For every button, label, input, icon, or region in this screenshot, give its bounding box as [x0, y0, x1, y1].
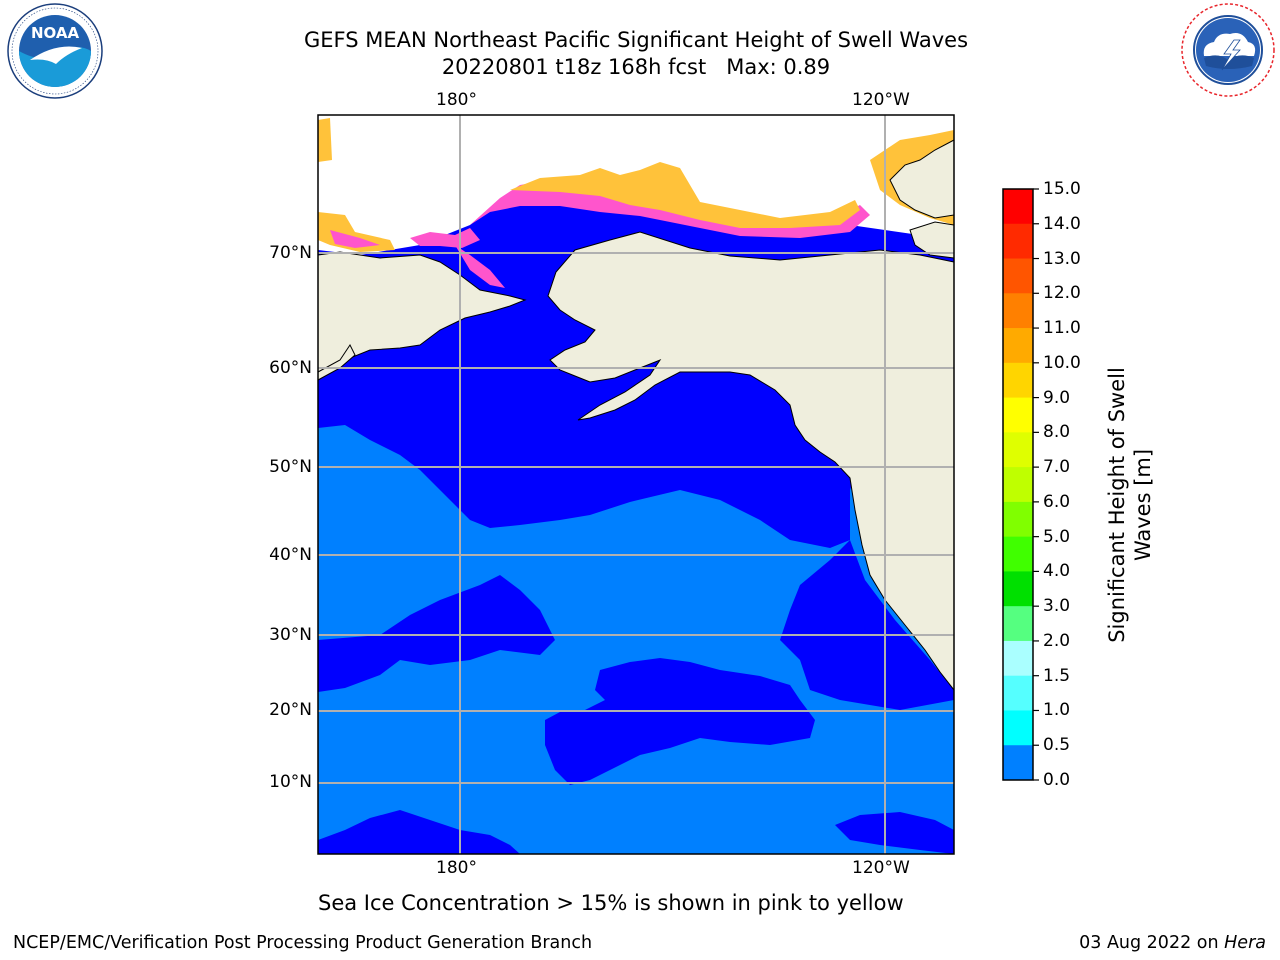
colorbar-segment [1003, 467, 1033, 503]
map-frame [317, 114, 955, 855]
colorbar-segment [1003, 397, 1033, 433]
colorbar-tick-label: 1.5 [1043, 665, 1071, 686]
colorbar-tick-label: 15.0 [1043, 179, 1081, 199]
colorbar-tick-label: 14.0 [1043, 213, 1081, 234]
colorbar-segment [1003, 710, 1033, 746]
colorbar-segment [1003, 640, 1033, 677]
colorbar-frame [1002, 188, 1034, 781]
lat-label-10n: 10°N [269, 772, 312, 792]
sea-ice-yellow-main [510, 162, 860, 228]
colorbar-tick-label: 2.0 [1043, 630, 1071, 651]
sea-ice-strait [455, 245, 505, 288]
colorbar [1002, 188, 1039, 781]
colorbar-segment [1003, 293, 1033, 329]
colorbar-segment [1003, 328, 1033, 364]
lon-label-top-180: 180° [436, 90, 477, 110]
map-grid [318, 115, 954, 854]
noaa-logo-icon: NOAA [7, 3, 103, 99]
lon-label-top-120w: 120°W [852, 90, 910, 110]
lat-label-20n: 20°N [269, 700, 312, 720]
swell-region-east-coast [780, 540, 954, 710]
land-arctic-islands [889, 139, 954, 219]
colorbar-title: Significant Height of Swell Waves [m] [1080, 367, 1180, 643]
colorbar-segment [1003, 745, 1033, 781]
lon-label-bottom-120w: 120°W [852, 858, 910, 878]
colorbar-tick-label: 3.0 [1043, 596, 1071, 617]
colorbar-tick-label: 10.0 [1043, 352, 1081, 373]
colorbar-segment [1003, 536, 1033, 572]
colorbar-segment [1003, 258, 1033, 294]
lon-label-bottom-180: 180° [436, 858, 477, 878]
colorbar-title-line1: Significant Height of Swell [1105, 367, 1129, 643]
colorbar-tick-label: 13.0 [1043, 248, 1081, 269]
colorbar-segment [1003, 675, 1033, 711]
footer-date: 03 Aug 2022 on Hera [1079, 932, 1266, 954]
colorbar-tick-label: 6.0 [1043, 491, 1071, 512]
swell-region-south-west [318, 810, 520, 854]
colorbar-tick-label: 11.0 [1043, 318, 1081, 339]
colorbar-tick-label: 0.0 [1043, 770, 1071, 790]
sea-ice-caption: Sea Ice Concentration > 15% is shown in … [318, 891, 904, 915]
lat-label-70n: 70°N [269, 243, 312, 263]
swell-region-mid-west [318, 575, 555, 692]
footer-host: Hera [1224, 933, 1266, 953]
footer-date-text: 03 Aug 2022 on [1079, 933, 1225, 953]
colorbar-tick-label: 0.5 [1043, 735, 1071, 756]
colorbar-tick-label: 9.0 [1043, 387, 1071, 408]
lat-label-50n: 50°N [269, 457, 312, 477]
map-area [318, 115, 954, 854]
colorbar-tick-label: 7.0 [1043, 457, 1071, 478]
footer-credit: NCEP/EMC/Verification Post Processing Pr… [13, 933, 593, 953]
colorbar-tick-label: 8.0 [1043, 422, 1071, 443]
lat-label-60n: 60°N [269, 358, 312, 378]
noaa-logo-text: NOAA [31, 24, 80, 42]
chart-subtitle: 20220801 t18z 168h fcst Max: 0.89 [441, 55, 831, 79]
nws-logo-icon [1181, 3, 1275, 97]
colorbar-segment [1003, 432, 1033, 468]
colorbar-segment [1003, 606, 1033, 642]
sea-ice-west-pink [330, 230, 380, 248]
lat-label-30n: 30°N [269, 625, 312, 645]
colorbar-tick-label: 12.0 [1043, 283, 1081, 304]
sea-ice-corner-nw [318, 118, 332, 162]
colorbar-segment [1003, 189, 1033, 225]
swell-region-subtropical [545, 658, 815, 785]
land-arctic-island-2 [909, 221, 954, 259]
lat-label-40n: 40°N [269, 545, 312, 565]
sea-ice-chukchi [410, 228, 480, 248]
chart-title: GEFS MEAN Northeast Pacific Significant … [303, 28, 969, 52]
colorbar-segment [1003, 571, 1033, 607]
colorbar-segment [1003, 362, 1033, 399]
colorbar-segment [1003, 501, 1033, 538]
colorbar-segment [1003, 223, 1033, 260]
colorbar-tick-label: 4.0 [1043, 561, 1071, 582]
swell-region-south-east [835, 812, 954, 854]
colorbar-tick-label: 5.0 [1043, 526, 1071, 547]
colorbar-title-line2: Waves [m] [1131, 448, 1155, 562]
colorbar-tick-label: 1.0 [1043, 700, 1071, 721]
